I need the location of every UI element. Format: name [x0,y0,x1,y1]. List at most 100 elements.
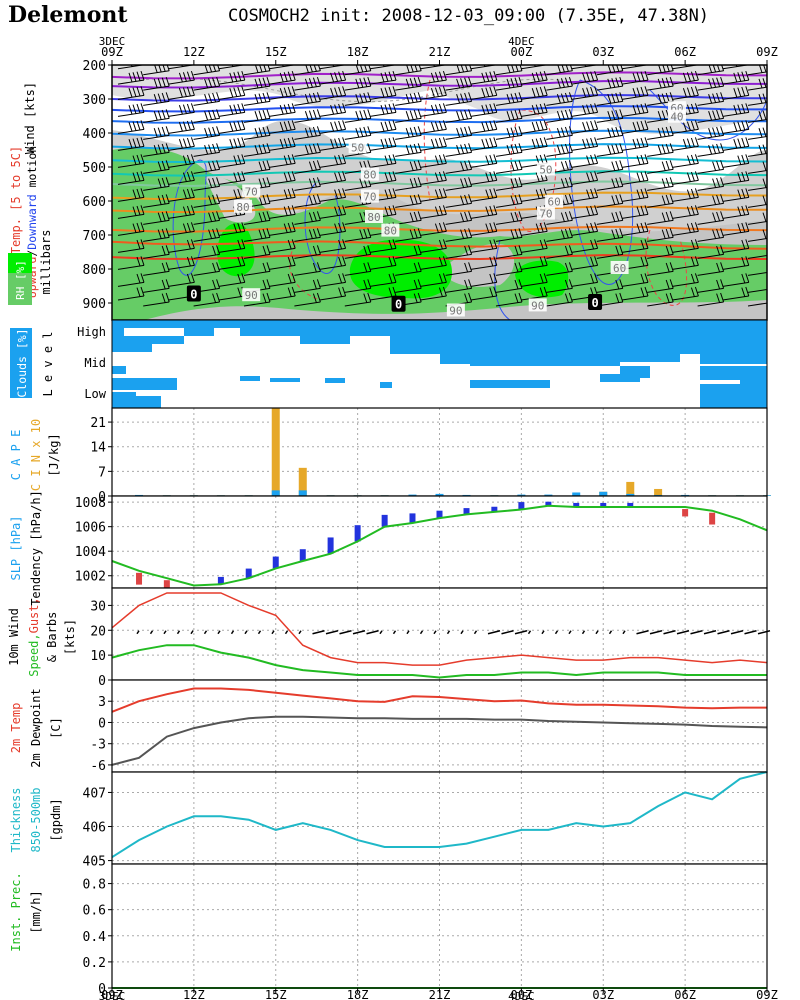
wind-barb [344,65,372,76]
wind-barb [470,103,498,117]
dewpoint-label: 2m Dewpoint [29,688,43,767]
wind-barb [672,188,699,202]
surface-wind-barb [446,630,451,635]
tendency-bar [463,508,470,515]
time-label-top: 21Z [429,45,451,59]
cin-bar [298,467,307,496]
surface-wind-barb [406,630,410,635]
wind-barb [395,126,422,140]
tendency-bar [709,512,716,525]
tendency-bar [627,502,634,508]
wind-barb [521,286,548,301]
wind-barb [546,76,573,91]
wind-barb [193,76,221,91]
cape-bar [435,493,444,496]
wind-barb [369,171,397,185]
cin-bar [654,488,663,496]
prec-label: Inst. Prec. [9,872,23,951]
wind-barb [521,273,548,287]
wind-barb [243,228,271,242]
wind-barb [521,239,548,253]
wind-barb [445,76,473,91]
wind-barb [495,292,523,307]
wind-barb [571,273,599,287]
wind-barb [571,256,599,270]
wind-barb [596,279,624,293]
cin-label: C I N x 10 [29,419,43,491]
wind-barb [243,160,271,174]
wind-barb [319,273,347,287]
wind-barb [470,171,498,185]
slp-panel: 1002 1004 1006 1008 [75,495,768,590]
rh-contour-label: 80 [363,169,376,182]
surface-wind-barb [284,630,289,635]
wind-barb [697,194,725,208]
surface-wind-barb [649,630,663,635]
freezing-level-label: 0 [190,288,197,302]
surface-wind-barb [622,630,626,635]
wind-barb [193,211,221,225]
temp-contour [112,129,767,137]
wind-barb [722,239,750,253]
tendency-bar [409,513,416,523]
wind-barb [369,154,397,168]
wind-barb [672,205,699,219]
wind-barb [168,103,195,117]
wind-barb [495,177,523,191]
wind-barb [470,256,498,270]
wind-barb [546,126,573,140]
wind-barb [117,70,145,85]
wind-barb [596,160,624,174]
wind-barb [596,65,624,76]
wind-barb [143,211,170,225]
temp2m-unit-label: [C] [49,717,63,739]
wind-barb [521,120,548,134]
wind-barb [193,292,221,307]
time-label-top: 06Z [674,45,696,59]
time-label-top: 18Z [347,45,369,59]
wind-barb [168,154,195,168]
wind-barb [369,286,397,301]
wind-barb [445,211,473,225]
wind-barb [747,263,767,276]
wind-barb [596,194,624,208]
ytick-label: 0.4 [83,930,107,945]
wind-barb [294,143,321,157]
ytick-label: 3 [98,695,106,710]
wind-barb [647,262,674,276]
wind-barb [747,195,767,208]
wind-barb [521,137,548,151]
dewpoint-line [111,715,768,766]
ytick-label: 14 [90,441,106,456]
wind-barb [243,109,271,123]
ytick-label: 407 [83,786,106,801]
surface-wind-barb [257,630,262,635]
wind-barb [420,137,447,151]
wind-barb [344,292,372,307]
wind-barb [495,160,523,174]
rh-label-bg [528,298,547,312]
wind-barb [168,137,195,151]
wind-barb [420,103,447,117]
wind-barb [243,76,271,91]
date-label-bottom: 4DEC [508,990,535,1000]
ua-ytick-label: 200 [83,59,106,74]
wind-barb [647,177,674,191]
clouds-panel: High Mid Low [77,319,768,409]
wind-barb [420,86,447,100]
wind-barb [319,256,347,270]
surface-wind-barb [717,630,730,635]
wind-barb [243,143,271,157]
ytick-label: 10 [90,649,106,664]
wind-barb [445,143,473,157]
wind-barb [395,194,422,208]
ytick-label: 0 [98,490,106,505]
wind-barb [319,205,347,219]
wind-barb [395,92,422,106]
wind-barb [369,70,397,85]
station-title: Delemont [8,2,128,28]
wind-barb [294,92,321,106]
surface-wind-barb [352,630,366,635]
wind-barb [571,120,599,134]
ytick-label: 0.8 [83,878,106,893]
